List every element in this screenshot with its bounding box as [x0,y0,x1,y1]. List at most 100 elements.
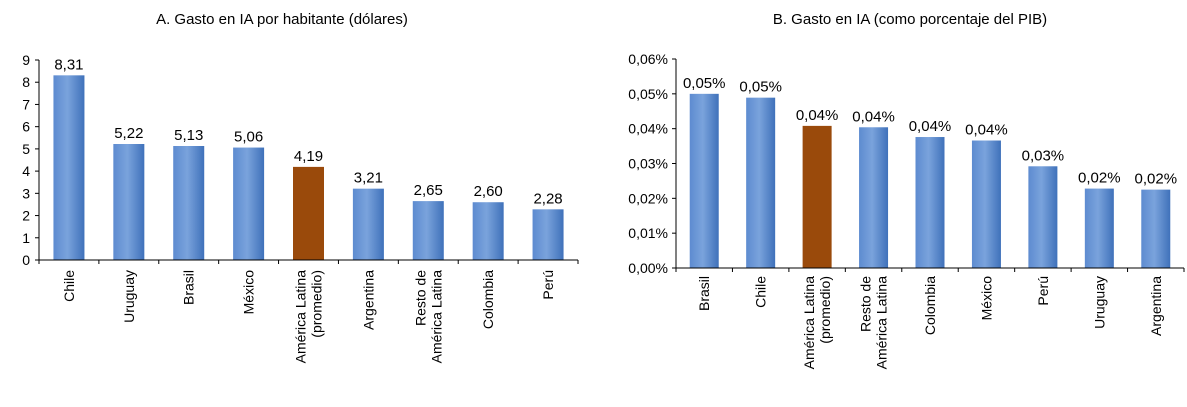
panel-b-data-labels: 0,05% 0,05% 0,04% 0,04% 0,04% 0,04% 0,03% 0,02%… [683,75,1177,188]
y-tick-label: 0,01% [628,225,668,241]
panel-b-chart: B. Gasto en IA (como porcentaje del PIB)… [628,11,1185,370]
bar [915,137,945,268]
category-label-line: América Latina [801,276,817,370]
category-label-line: Uruguay [1091,276,1107,329]
bar [293,166,324,260]
data-label: 4,19 [294,148,323,165]
category-label: Argentina [360,270,376,330]
category-label: Resto de América Latina [412,270,444,364]
data-label: 0,02% [1135,171,1178,188]
category-label: Colombia [480,270,496,329]
data-label: 0,03% [1022,147,1065,164]
category-label-line: Colombia [922,276,938,335]
y-tick-label: 1 [22,230,30,246]
y-tick-label: 4 [22,163,30,179]
panel-b-y-axis-ticks: 0,00% 0,01% 0,02% 0,03% 0,04% 0,05% 0,06% [628,51,676,276]
category-label: América Latina (promedio) [293,270,325,364]
category-label-line: México [978,276,994,321]
bar [472,202,504,260]
category-label-line: Chile [61,270,77,302]
category-label: Perú [1035,276,1051,306]
category-label: Uruguay [1091,276,1107,329]
category-label: Colombia [922,276,938,335]
category-label-line: Colombia [480,270,496,329]
y-tick-label: 0,04% [628,121,668,137]
category-label: Brasil [181,270,197,305]
data-label: 5,13 [174,127,203,144]
data-label: 0,04% [965,122,1008,139]
y-tick-label: 0,06% [628,51,668,67]
bar [412,201,444,260]
category-label: Chile [753,276,769,308]
panel-a-category-labels: Chile Uruguay Brasil México América Latina (p… [38,260,579,364]
panel-b-category-labels: Brasil Chile América Latina (promedio) Resto… [675,268,1185,370]
y-tick-label: 0,02% [628,190,668,206]
data-label: 2,28 [533,190,562,207]
data-label: 0,04% [852,108,895,125]
bar [689,93,719,268]
category-label-line: América Latina [428,270,444,364]
data-label: 5,06 [234,129,263,146]
category-label-line: Perú [540,270,556,300]
panel-a-data-labels: 8,31 5,22 5,13 5,06 4,19 3,21 2,65 2,60 2,28 [54,56,562,207]
panel-a-bars [53,75,564,260]
panel-b-bars [689,93,1171,268]
category-label: Uruguay [121,270,137,323]
bar [113,144,145,260]
data-label: 0,04% [796,107,839,124]
panel-a-y-axis-ticks: 0 1 2 3 4 5 6 7 8 9 [22,52,39,268]
category-label: Resto de América Latina [858,276,890,370]
category-label-line: Resto de [858,276,874,332]
data-label: 2,60 [474,183,503,200]
panel-b-title: B. Gasto en IA (como porcentaje del PIB) [773,11,1047,28]
category-label: Chile [61,270,77,302]
y-tick-label: 6 [22,119,30,135]
panel-a-chart: A. Gasto en IA por habitante (dólares) 0… [22,11,579,364]
category-label-line: Brasil [181,270,197,305]
data-label: 0,05% [683,75,726,92]
category-label-line: (promedio) [817,276,833,344]
bar [532,209,564,260]
bar [53,75,85,260]
category-label-line: Argentina [360,270,376,330]
bar [173,146,205,260]
data-label: 3,21 [354,170,383,187]
y-tick-label: 0,00% [628,260,668,276]
category-label-line: América Latina [293,270,309,364]
y-tick-label: 0,03% [628,156,668,172]
y-tick-label: 8 [22,74,30,90]
y-tick-label: 0,05% [628,86,668,102]
y-tick-label: 3 [22,185,30,201]
category-label-line: Uruguay [121,270,137,323]
bar [1141,189,1171,268]
panel-a-title: A. Gasto en IA por habitante (dólares) [156,11,408,28]
category-label-line: (promedio) [309,270,325,338]
category-label: México [978,276,994,321]
category-label: México [241,270,257,315]
data-label: 8,31 [54,56,83,73]
bar [352,188,384,260]
bar [859,127,889,268]
category-label: Perú [540,270,556,300]
category-label-line: México [241,270,257,315]
y-tick-label: 2 [22,208,30,224]
data-label: 2,65 [414,182,443,199]
category-label: Argentina [1148,276,1164,336]
bar [971,140,1001,268]
data-label: 0,02% [1078,170,1121,187]
category-label-line: Brasil [696,276,712,311]
category-label-line: Argentina [1148,276,1164,336]
category-label: Brasil [696,276,712,311]
category-label: América Latina (promedio) [801,276,833,370]
y-tick-label: 9 [22,52,30,68]
bar [1084,188,1114,268]
data-label: 0,04% [909,118,952,135]
bar [746,97,776,268]
category-label-line: América Latina [874,276,890,370]
y-tick-label: 7 [22,96,30,112]
bar [1028,166,1058,268]
bar [802,125,832,268]
category-label-line: Perú [1035,276,1051,306]
category-label-line: Chile [753,276,769,308]
